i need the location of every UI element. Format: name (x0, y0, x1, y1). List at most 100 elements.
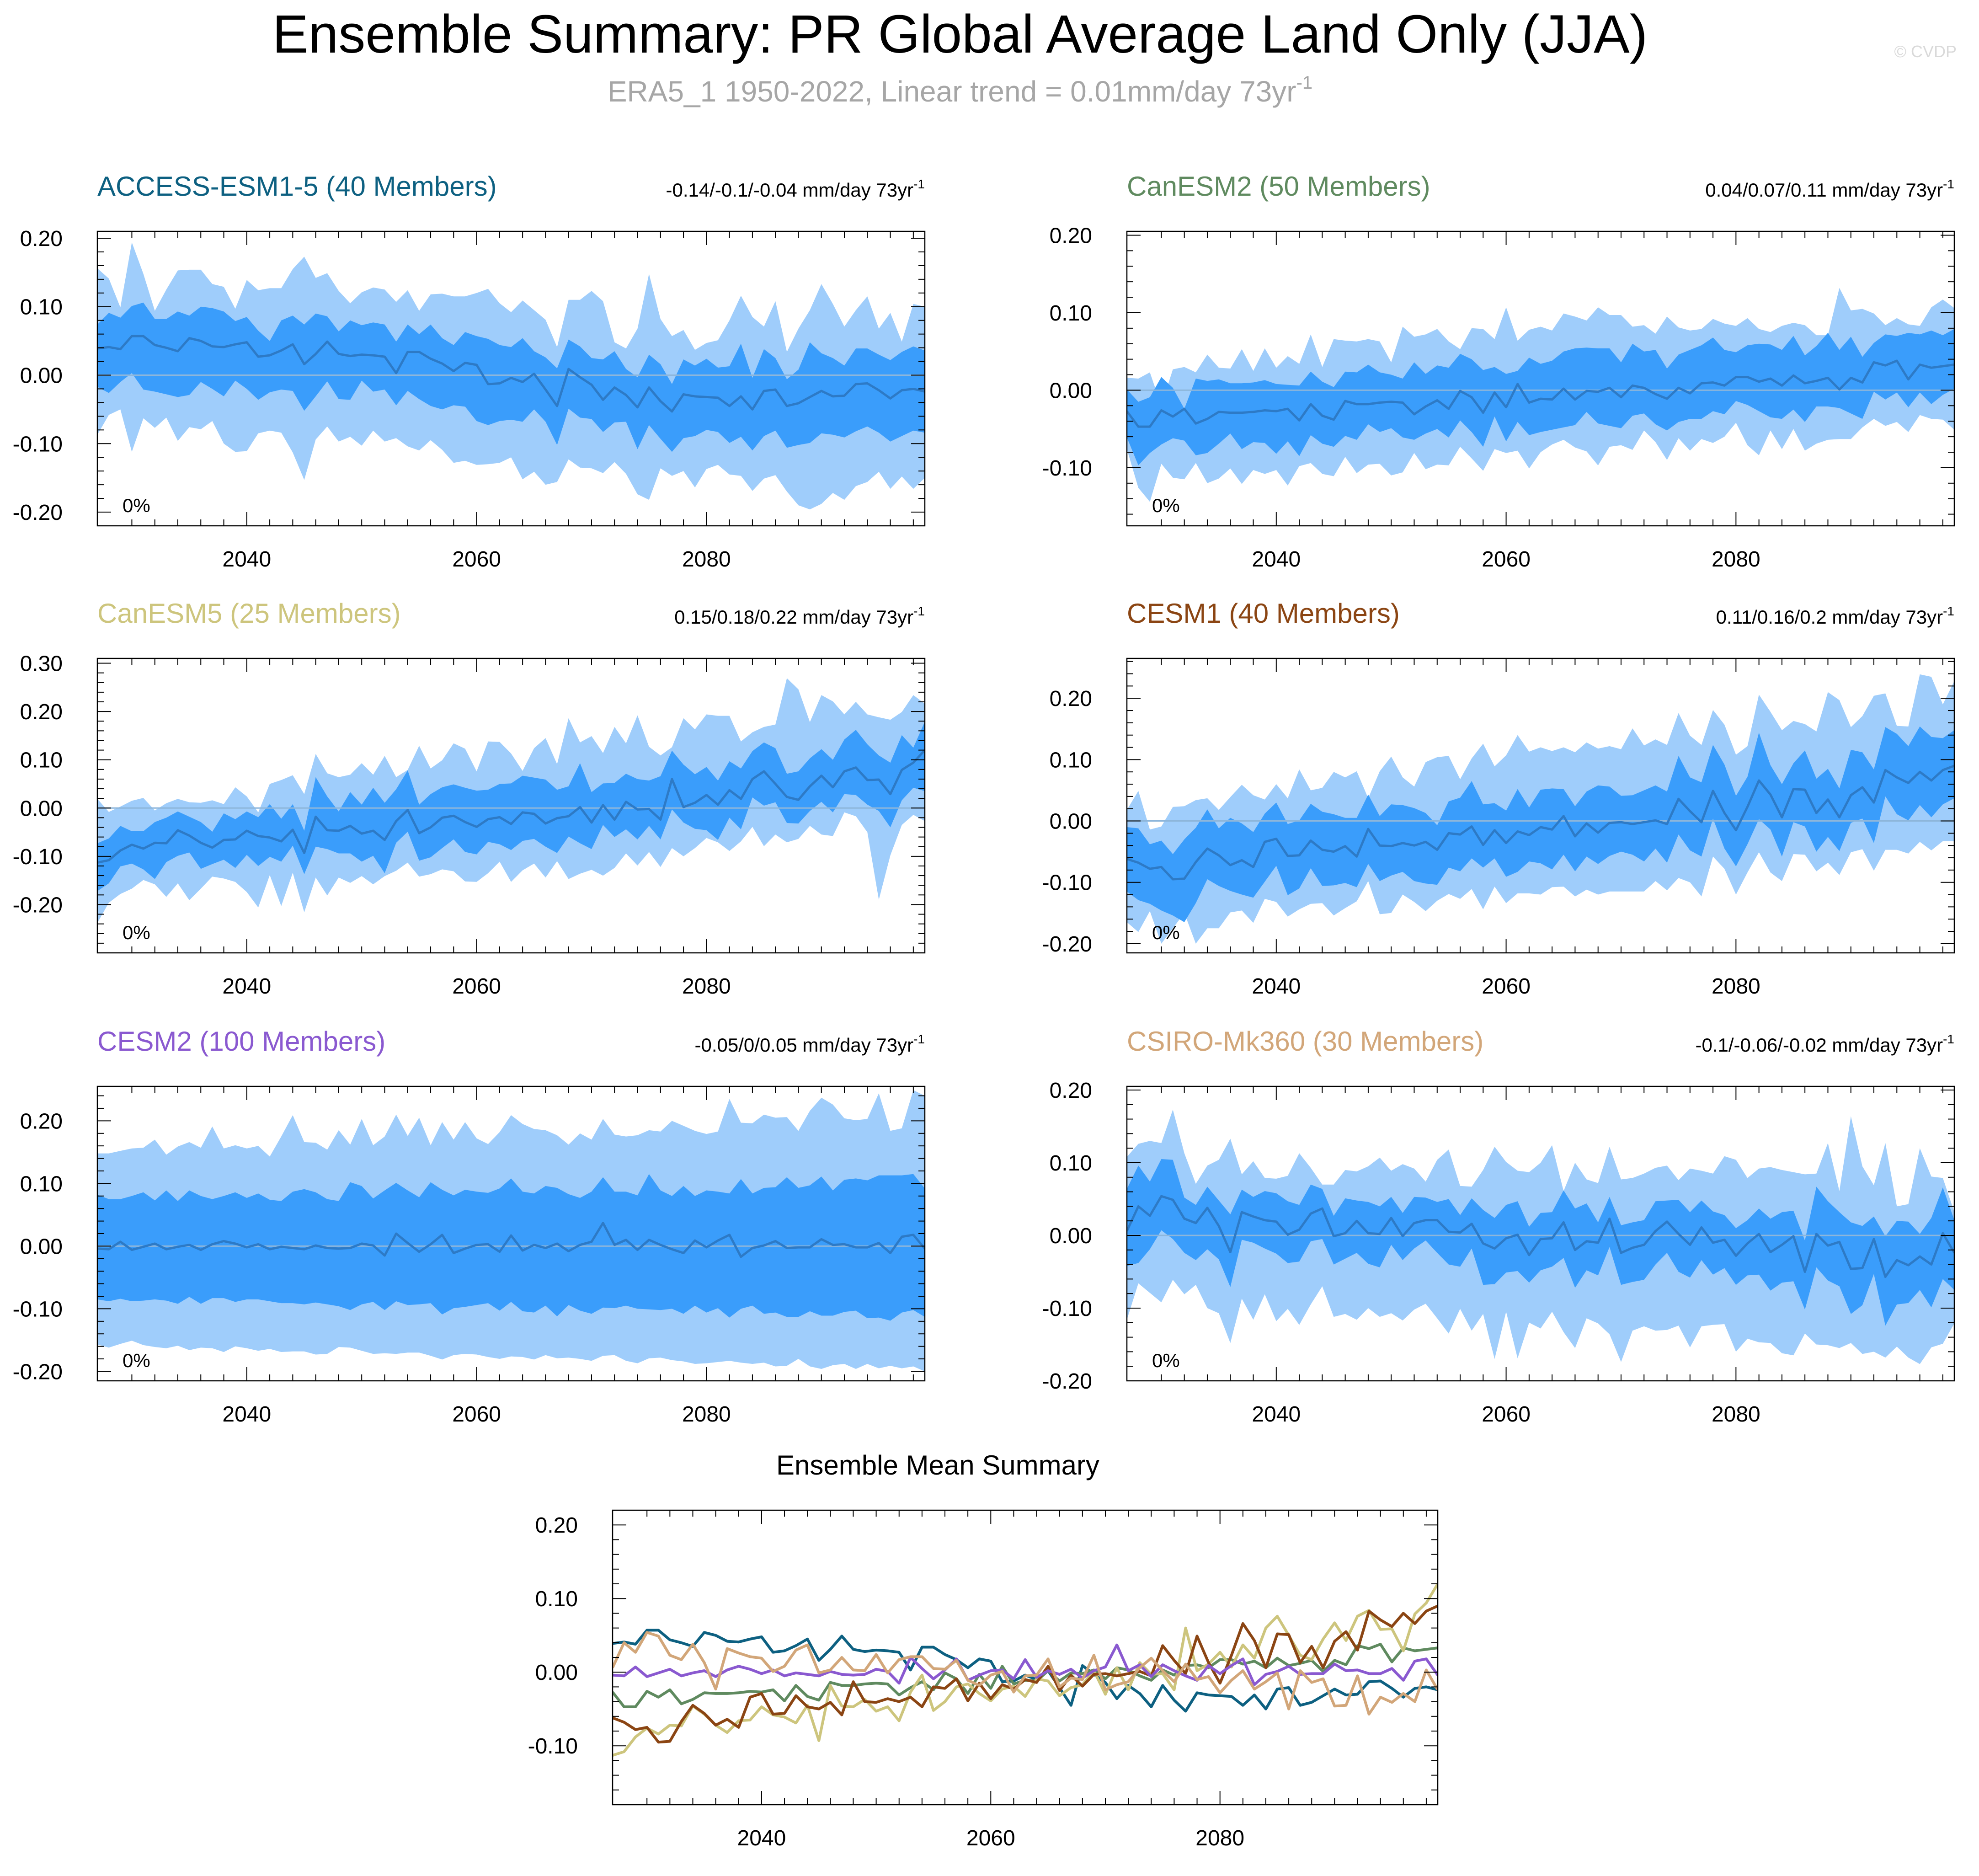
y-tick-label: 0.00 (1050, 810, 1092, 834)
y-tick-label: 0.00 (20, 1235, 63, 1259)
x-tick-label: 2080 (1195, 1826, 1244, 1850)
y-tick-label: 0.30 (20, 652, 63, 676)
x-tick-label: 2040 (222, 1402, 271, 1427)
figure-subtitle-text: ERA5_1 1950-2022, Linear trend = 0.01mm/… (608, 75, 1296, 108)
plot-area (1127, 1109, 1954, 1364)
series-line-canesm5 (613, 1583, 1438, 1757)
x-tick-label: 2060 (1482, 547, 1531, 572)
inner-spread-band (1127, 726, 1954, 922)
panel-title: CSIRO-Mk360 (30 Members) (1127, 1026, 1483, 1057)
x-tick-label: 2040 (1252, 974, 1301, 999)
panel-title: CESM1 (40 Members) (1127, 598, 1400, 629)
percent-label: 0% (123, 1350, 150, 1371)
percent-label: 0% (123, 922, 150, 943)
plot-frame (96, 230, 926, 527)
y-tick-label: -0.10 (1042, 1297, 1092, 1321)
panel-1: 2040 2060 2080 -0.20 -0.10 0.00 0.10 0.20 ACCESS… (13, 171, 926, 572)
trend-label: -0.14/-0.1/-0.04 mm/day 73yr-1 (666, 177, 925, 201)
inner-spread-band (1127, 329, 1954, 465)
y-tick-label: 0.20 (1050, 224, 1092, 248)
y-tick-label: -0.20 (13, 1360, 63, 1384)
plot-area (97, 1090, 925, 1372)
percent-label: 0% (1152, 1350, 1180, 1371)
y-tick-label: 0.00 (20, 796, 63, 821)
figure-subtitle: ERA5_1 1950-2022, Linear trend = 0.01mm/… (608, 73, 1312, 108)
trend-label-text: 0.11/0.16/0.2 mm/day 73yr (1716, 606, 1943, 628)
plot-frame (1126, 1085, 1955, 1382)
panel-title: CanESM2 (50 Members) (1127, 171, 1430, 202)
x-tick-label: 2060 (1482, 974, 1531, 999)
trend-label: -0.1/-0.06/-0.02 mm/day 73yr-1 (1696, 1032, 1954, 1056)
panel-title: CanESM5 (25 Members) (97, 598, 401, 629)
y-tick-label: -0.10 (1042, 871, 1092, 895)
y-tick-label: -0.20 (13, 501, 63, 525)
trend-label: 0.11/0.16/0.2 mm/day 73yr-1 (1716, 604, 1954, 628)
percent-label: 0% (1152, 922, 1180, 943)
series-line-access-esm1-5 (613, 1629, 1438, 1713)
y-tick-label: 0.20 (20, 227, 63, 251)
percent-label: 0% (123, 495, 150, 516)
series-line-csiro-mk360 (613, 1631, 1438, 1716)
y-tick-label: 0.20 (535, 1513, 578, 1538)
x-tick-label: 2080 (1712, 547, 1760, 572)
x-tick-label: 2080 (1712, 974, 1760, 999)
y-tick-label: 0.10 (535, 1587, 578, 1611)
panel-title: CESM2 (100 Members) (97, 1026, 385, 1057)
x-tick-label: 2060 (452, 547, 501, 572)
x-tick-label: 2060 (966, 1826, 1015, 1850)
inner-spread-band (1127, 1159, 1954, 1326)
y-tick-label: -0.20 (13, 893, 63, 917)
x-tick-label: 2080 (682, 1402, 731, 1427)
trend-label-text: -0.05/0/0.05 mm/day 73yr (695, 1034, 914, 1056)
y-tick-label: 0.00 (535, 1661, 578, 1685)
plot-area (1127, 674, 1954, 944)
trend-label-sup: -1 (1943, 177, 1954, 191)
percent-label: 0% (1152, 495, 1180, 516)
inner-spread-band (97, 1174, 925, 1321)
y-tick-label: 0.00 (1050, 379, 1092, 403)
x-tick-label: 2040 (1252, 547, 1301, 572)
x-tick-label: 2080 (682, 547, 731, 572)
ensemble-mean-line (97, 335, 925, 413)
y-tick-label: 0.10 (1050, 748, 1092, 772)
x-tick-label: 2040 (222, 547, 271, 572)
panel-3: 2040 2060 2080 -0.20 -0.10 0.00 0.10 0.20 0.30 Ca… (13, 598, 926, 999)
y-tick-label: -0.10 (13, 432, 63, 456)
x-tick-label: 2080 (682, 974, 731, 999)
y-tick-label: 0.10 (1050, 1151, 1092, 1176)
x-tick-label: 2040 (737, 1826, 786, 1850)
y-tick-label: 0.20 (20, 700, 63, 724)
x-tick-label: 2040 (1252, 1402, 1301, 1427)
panel-title: Ensemble Mean Summary (776, 1450, 1099, 1480)
y-tick-label: 0.10 (20, 748, 63, 773)
panel-7: 2040 2060 2080 -0.10 0.00 0.10 0.20 Ensemble Me… (528, 1450, 1439, 1850)
plot-area (97, 678, 925, 923)
x-tick-label: 2060 (452, 1402, 501, 1427)
panel-5: 2040 2060 2080 -0.20 -0.10 0.00 0.10 0.20 CESM2 … (13, 1026, 926, 1427)
ensemble-mean-line (1127, 764, 1954, 881)
trend-label: -0.05/0/0.05 mm/day 73yr-1 (695, 1032, 925, 1056)
x-tick-label: 2080 (1712, 1402, 1760, 1427)
y-tick-label: 0.00 (1050, 1224, 1092, 1248)
plot-area (97, 242, 925, 510)
trend-label-text: -0.1/-0.06/-0.02 mm/day 73yr (1696, 1034, 1943, 1056)
x-tick-label: 2060 (1482, 1402, 1531, 1427)
y-tick-label: 0.00 (20, 364, 63, 388)
panel-2: 2040 2060 2080 -0.10 0.00 0.10 0.20 CanESM2 (50… (1042, 171, 1955, 572)
plot-frame (96, 657, 926, 954)
y-tick-label: -0.20 (1042, 1369, 1092, 1394)
y-tick-label: -0.10 (13, 845, 63, 869)
trend-label-text: -0.14/-0.1/-0.04 mm/day 73yr (666, 179, 914, 201)
plot-area (1127, 288, 1954, 502)
panels-container: 2040 2060 2080 -0.20 -0.10 0.00 0.10 0.20 ACCESS… (13, 171, 1955, 1850)
ensemble-mean-line (1127, 359, 1954, 428)
y-tick-label: 0.20 (20, 1109, 63, 1133)
y-tick-label: 0.20 (1050, 1079, 1092, 1103)
figure-title: Ensemble Summary: PR Global Average Land… (272, 4, 1648, 64)
y-tick-label: 0.10 (1050, 301, 1092, 326)
x-tick-label: 2060 (452, 974, 501, 999)
y-tick-label: -0.10 (13, 1297, 63, 1321)
trend-label: 0.04/0.07/0.11 mm/day 73yr-1 (1705, 177, 1954, 201)
trend-label-text: 0.15/0.18/0.22 mm/day 73yr (674, 606, 913, 628)
